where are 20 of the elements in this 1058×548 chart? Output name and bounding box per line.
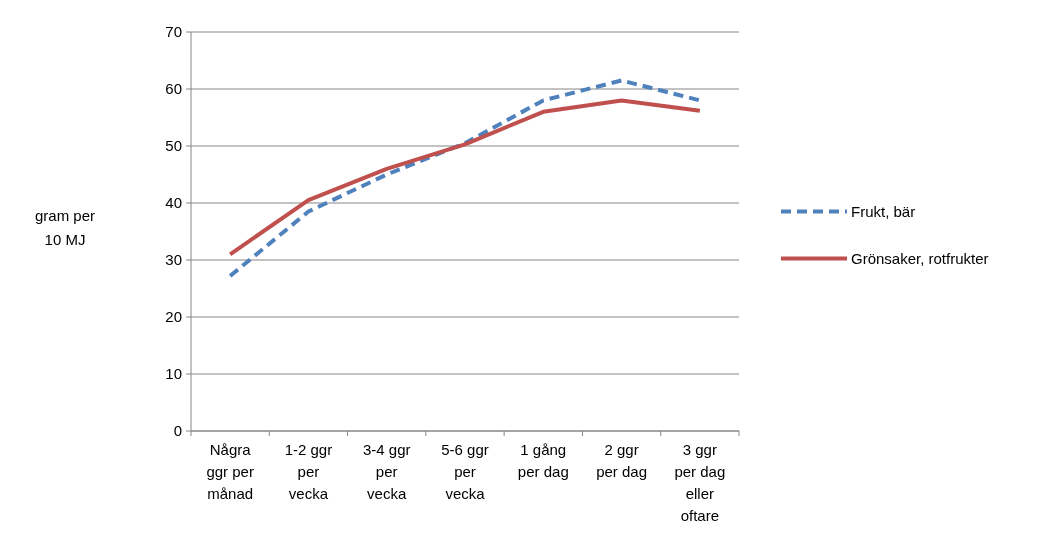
y-tick-label: 0 xyxy=(173,422,182,440)
y-tick-label: 70 xyxy=(165,23,182,41)
x-tick-label: 2 ggr per dag xyxy=(596,441,648,480)
y-tick-label: 50 xyxy=(165,137,182,155)
line-series xyxy=(228,98,702,257)
y-tick-label: 60 xyxy=(165,80,182,98)
y-tick-label: 40 xyxy=(165,194,182,212)
y-axis-title: gram per 10 MJ xyxy=(34,206,96,248)
y-tick-label: 20 xyxy=(165,308,182,326)
y-tick-label: 30 xyxy=(165,251,182,269)
x-tick-label: 5-6 ggr per vecka xyxy=(441,441,489,502)
x-tick-label: 3-4 ggr per vecka xyxy=(362,441,411,502)
legend-label: Grönsaker, rotfrukter xyxy=(851,249,989,267)
x-tick-label: 1-2 ggr per vecka xyxy=(284,441,333,502)
x-tick-label: 1 gång per dag xyxy=(517,441,569,480)
y-tick-label: 10 xyxy=(165,365,182,383)
line-series xyxy=(228,78,702,278)
legend-label: Frukt, bär xyxy=(851,202,916,220)
x-tick-label: Några ggr per månad xyxy=(206,441,254,502)
x-tick-label: 3 ggr per dag eller oftare xyxy=(674,441,726,524)
